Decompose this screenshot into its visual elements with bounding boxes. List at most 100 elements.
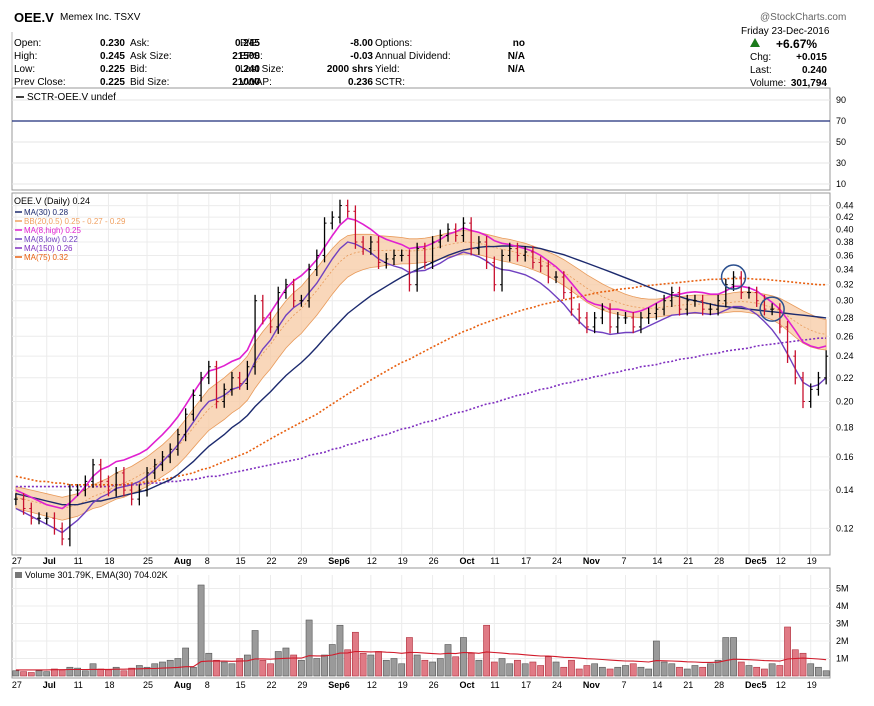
- volume-bar: [591, 663, 599, 677]
- quote-field-label: SCTR:: [375, 77, 405, 88]
- price-x-tick-label: Nov: [583, 556, 600, 566]
- volume-bar: [359, 652, 367, 677]
- sctr-tick-label: 90: [836, 95, 846, 105]
- volume-bar: [398, 663, 406, 677]
- volume-bar: [506, 663, 514, 677]
- volume-bar: [483, 624, 490, 677]
- change-label: Chg:: [750, 52, 772, 63]
- price-x-tick-label: 11: [490, 556, 499, 566]
- volume-tick-label: 4M: [836, 601, 849, 611]
- quote-field-label: High:: [14, 51, 38, 62]
- volume-bar: [490, 661, 498, 677]
- volume-x-tick-label: 8: [205, 680, 210, 690]
- volume-bar: [135, 665, 143, 677]
- price-tick-label: 0.14: [836, 485, 854, 495]
- volume-bar: [598, 666, 606, 677]
- quote-field-label: Yield:: [375, 64, 400, 75]
- price-x-tick-label: 8: [205, 556, 210, 566]
- volume-bar: [498, 658, 506, 677]
- quote-field-label: Annual Dividend:: [375, 51, 451, 62]
- volume-bar: [313, 658, 321, 677]
- quote-field-label: Ask:: [130, 38, 150, 49]
- volume-legend-swatch: [15, 572, 22, 578]
- price-x-tick-label: 11: [74, 556, 83, 566]
- volume-x-tick-label: 28: [714, 680, 724, 690]
- price-legend-item: MA(8,low) 0.22: [24, 235, 78, 244]
- quote-field-value: no: [512, 38, 525, 49]
- sctr-tick-label: 30: [836, 158, 846, 168]
- volume-legend: Volume 301.79K, EMA(30) 704.02K: [25, 570, 168, 580]
- volume-bar: [622, 665, 629, 677]
- volume-bar: [568, 659, 575, 677]
- volume-x-tick-label: 18: [104, 680, 114, 690]
- quote-field-label: Bid:: [130, 64, 148, 75]
- volume-x-tick-label: 24: [552, 680, 562, 690]
- price-tick-label: 0.40: [836, 224, 854, 234]
- volume-bar: [514, 659, 521, 677]
- volume-bar: [575, 668, 583, 677]
- volume-bar: [367, 654, 375, 677]
- volume-bar: [791, 649, 799, 677]
- price-tick-label: 0.16: [836, 452, 854, 462]
- volume-x-tick-label: 12: [776, 680, 786, 690]
- volume-bar: [529, 661, 537, 677]
- volume-bar: [128, 667, 135, 677]
- price-x-tick-label: 12: [776, 556, 786, 566]
- volume-bar: [660, 661, 668, 677]
- volume-bar: [560, 666, 568, 677]
- price-legend-item: MA(150) 0.26: [24, 244, 73, 253]
- volume-bar: [228, 663, 236, 677]
- price-x-tick-label: 18: [104, 556, 114, 566]
- price-tick-label: 0.30: [836, 296, 854, 306]
- volume-tick-label: 3M: [836, 619, 849, 629]
- price-x-tick-label: 29: [297, 556, 307, 566]
- annotation-circle: [759, 296, 785, 322]
- volume-bar: [35, 670, 43, 677]
- sctr-panel-frame: [11, 87, 831, 191]
- volume-x-tick-label: Nov: [583, 680, 600, 690]
- price-x-tick-label: 19: [807, 556, 817, 566]
- price-tick-label: 0.22: [836, 373, 854, 383]
- price-legend-item: MA(75) 0.32: [24, 253, 69, 262]
- volume-bar: [444, 644, 452, 677]
- volume-bar: [321, 654, 328, 677]
- price-tick-label: 0.12: [836, 523, 854, 533]
- volume-x-tick-label: 11: [74, 680, 83, 690]
- volume-bar: [753, 666, 761, 677]
- volume-bar: [120, 670, 128, 677]
- volume-x-tick-label: 21: [683, 680, 693, 690]
- quote-field-value: 0.225: [99, 77, 125, 88]
- quote-field-value: 21500: [232, 51, 260, 62]
- quote-field-value: -8.00: [350, 38, 373, 49]
- volume-bar: [537, 665, 545, 677]
- volume-bar: [205, 652, 213, 677]
- price-x-tick-label: 28: [714, 556, 724, 566]
- volume-bar: [776, 665, 784, 677]
- volume-bar: [521, 663, 529, 677]
- bb-middle-line: [15, 241, 827, 509]
- price-tick-label: 0.18: [836, 423, 854, 433]
- price-tick-label: 0.32: [836, 280, 854, 290]
- last-label: Last:: [750, 65, 772, 76]
- price-x-tick-label: Sep6: [328, 556, 350, 566]
- price-x-tick-label: Aug: [174, 556, 192, 566]
- volume-bar: [20, 671, 27, 677]
- price-tick-label: 0.42: [836, 212, 854, 222]
- volume-bar: [197, 584, 205, 677]
- price-legend-item: MA(8,high) 0.25: [24, 226, 81, 235]
- volume-bar: [189, 666, 197, 677]
- quote-field-value: N/A: [507, 64, 525, 75]
- quote-field-value: 21000: [232, 77, 260, 88]
- volume-bar: [213, 659, 220, 677]
- ma150-line: [15, 337, 827, 488]
- volume-bar: [737, 661, 745, 677]
- price-panel-frame: [11, 192, 831, 556]
- sctr-legend: SCTR-OEE.V undef: [27, 92, 116, 103]
- price-legend-item: MA(30) 0.28: [24, 208, 69, 217]
- quote-field-value: 0.240: [234, 64, 260, 75]
- sctr-tick-label: 70: [836, 116, 846, 126]
- quote-field-label: Low:: [14, 64, 36, 75]
- price-x-tick-label: 12: [367, 556, 377, 566]
